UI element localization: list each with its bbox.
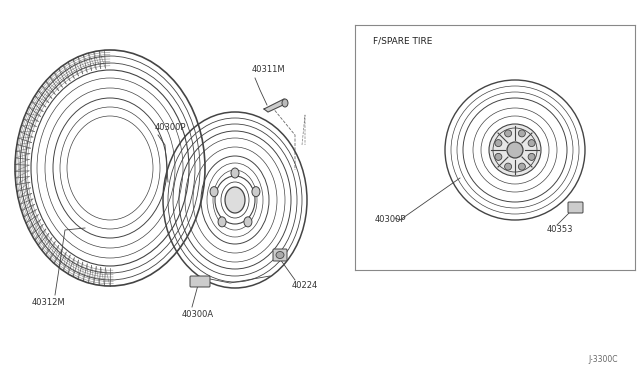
Ellipse shape bbox=[518, 130, 525, 137]
Ellipse shape bbox=[252, 187, 260, 197]
Ellipse shape bbox=[528, 140, 535, 147]
Text: 40312M: 40312M bbox=[32, 298, 66, 307]
Text: 40353: 40353 bbox=[547, 225, 573, 234]
Ellipse shape bbox=[218, 217, 226, 227]
Text: 40300P: 40300P bbox=[375, 215, 406, 224]
Ellipse shape bbox=[507, 142, 523, 158]
Text: 40311M: 40311M bbox=[252, 65, 285, 74]
Ellipse shape bbox=[528, 153, 535, 160]
Ellipse shape bbox=[210, 187, 218, 197]
Ellipse shape bbox=[504, 130, 511, 137]
Text: F/SPARE TIRE: F/SPARE TIRE bbox=[373, 36, 433, 45]
Polygon shape bbox=[264, 99, 287, 112]
Text: 40300P: 40300P bbox=[155, 123, 186, 132]
Ellipse shape bbox=[276, 251, 284, 259]
Ellipse shape bbox=[504, 163, 511, 170]
Ellipse shape bbox=[282, 99, 288, 107]
Ellipse shape bbox=[495, 153, 502, 160]
Text: 40300A: 40300A bbox=[182, 310, 214, 319]
Ellipse shape bbox=[518, 163, 525, 170]
FancyBboxPatch shape bbox=[273, 249, 287, 261]
FancyBboxPatch shape bbox=[568, 202, 583, 213]
Text: 40224: 40224 bbox=[292, 281, 318, 290]
Ellipse shape bbox=[244, 217, 252, 227]
FancyBboxPatch shape bbox=[190, 276, 210, 287]
Ellipse shape bbox=[495, 140, 502, 147]
Text: J-3300C: J-3300C bbox=[589, 355, 618, 364]
Ellipse shape bbox=[231, 168, 239, 178]
Ellipse shape bbox=[489, 124, 541, 176]
Ellipse shape bbox=[225, 187, 245, 213]
